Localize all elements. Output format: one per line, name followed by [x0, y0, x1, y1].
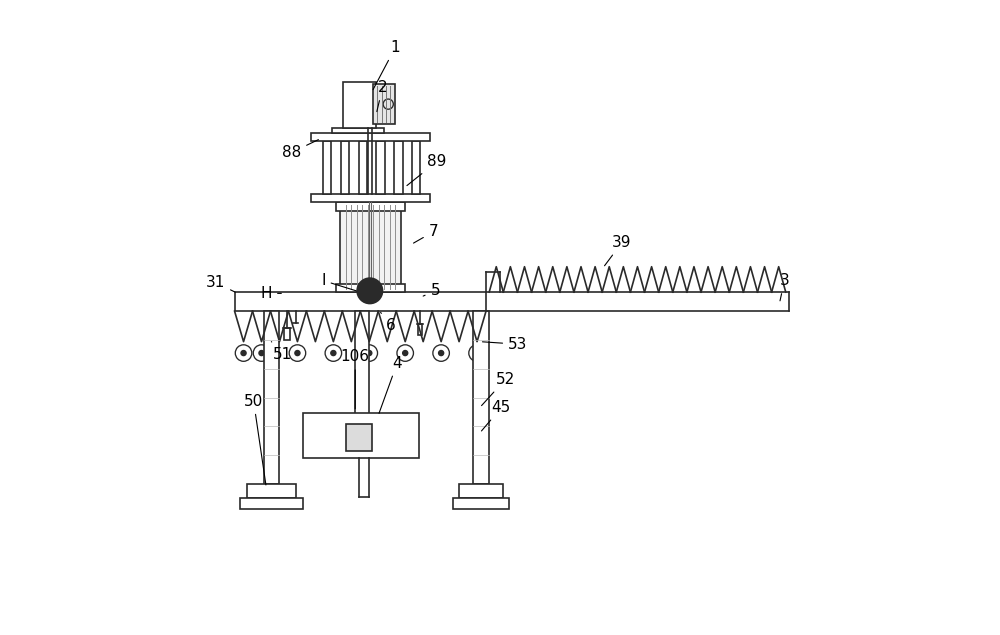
Bar — [240, 498, 303, 509]
Bar — [311, 133, 430, 141]
Text: 2: 2 — [377, 80, 387, 112]
Bar — [355, 311, 369, 437]
Bar — [341, 141, 349, 194]
Circle shape — [368, 289, 372, 293]
Text: 52: 52 — [482, 372, 515, 406]
Circle shape — [367, 351, 372, 356]
Circle shape — [403, 351, 408, 356]
Bar — [412, 141, 420, 194]
Bar — [376, 141, 385, 194]
Bar — [336, 284, 405, 292]
Bar — [303, 413, 419, 458]
Text: 6: 6 — [381, 312, 396, 333]
Bar — [373, 84, 395, 124]
Bar — [336, 202, 405, 211]
Bar — [311, 194, 430, 202]
Circle shape — [331, 351, 336, 356]
Text: 53: 53 — [482, 337, 527, 352]
Text: 89: 89 — [407, 154, 446, 185]
Bar — [346, 424, 372, 451]
Bar — [235, 292, 486, 311]
Bar — [323, 141, 331, 194]
Text: 1: 1 — [373, 40, 400, 90]
Circle shape — [259, 351, 264, 356]
Bar — [343, 82, 376, 128]
Text: 3: 3 — [780, 273, 789, 301]
Text: 88: 88 — [282, 140, 318, 160]
Bar — [418, 324, 422, 335]
Bar — [247, 484, 296, 498]
Circle shape — [475, 351, 480, 356]
Circle shape — [241, 351, 246, 356]
Bar — [394, 141, 403, 194]
Bar — [332, 128, 384, 133]
Text: 39: 39 — [605, 235, 632, 266]
Text: I: I — [321, 273, 358, 291]
Bar — [264, 311, 279, 484]
Text: 4: 4 — [379, 356, 402, 413]
Text: 51: 51 — [271, 342, 292, 362]
Text: 106: 106 — [341, 349, 370, 409]
Bar — [453, 498, 509, 509]
Circle shape — [357, 278, 383, 304]
Bar — [340, 202, 401, 292]
Circle shape — [439, 351, 444, 356]
Text: 31: 31 — [206, 275, 235, 292]
Text: 45: 45 — [481, 400, 511, 431]
Bar — [284, 328, 290, 340]
Bar — [459, 484, 503, 498]
Text: 50: 50 — [244, 394, 266, 485]
Text: H: H — [261, 286, 281, 301]
Circle shape — [295, 351, 300, 356]
Bar — [473, 311, 489, 484]
Text: 5: 5 — [423, 283, 440, 298]
Bar — [359, 141, 367, 194]
Text: 7: 7 — [414, 224, 438, 243]
